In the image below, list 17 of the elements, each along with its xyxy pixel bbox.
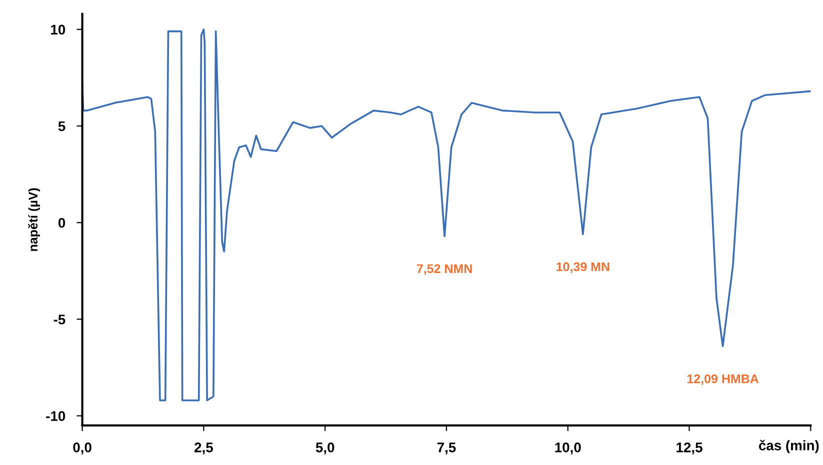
y-tick-label: -5 <box>54 314 66 324</box>
x-tick-label: 7,5 <box>437 442 456 454</box>
y-tick-label: 5 <box>58 121 66 132</box>
y-tick-label: 10 <box>51 24 66 35</box>
annotation: 12,09 HMBA <box>687 374 759 386</box>
x-tick-label: 12,5 <box>676 442 702 454</box>
x-tick-label: 0,0 <box>73 442 92 454</box>
annotation: 10,39 MN <box>556 262 610 273</box>
x-axis-title: čas (min) <box>758 440 819 454</box>
x-tick-label: 10,0 <box>555 442 581 454</box>
line-series <box>82 28 811 402</box>
y-tick-label: -10 <box>46 411 66 421</box>
x-tick-label: 5,0 <box>316 442 334 454</box>
y-axis-title: napětí (µV) <box>28 188 40 251</box>
annotation: 7,52 NMN <box>416 264 472 275</box>
x-tick-label: 2,5 <box>194 442 213 454</box>
y-tick-label: 0 <box>58 218 66 228</box>
